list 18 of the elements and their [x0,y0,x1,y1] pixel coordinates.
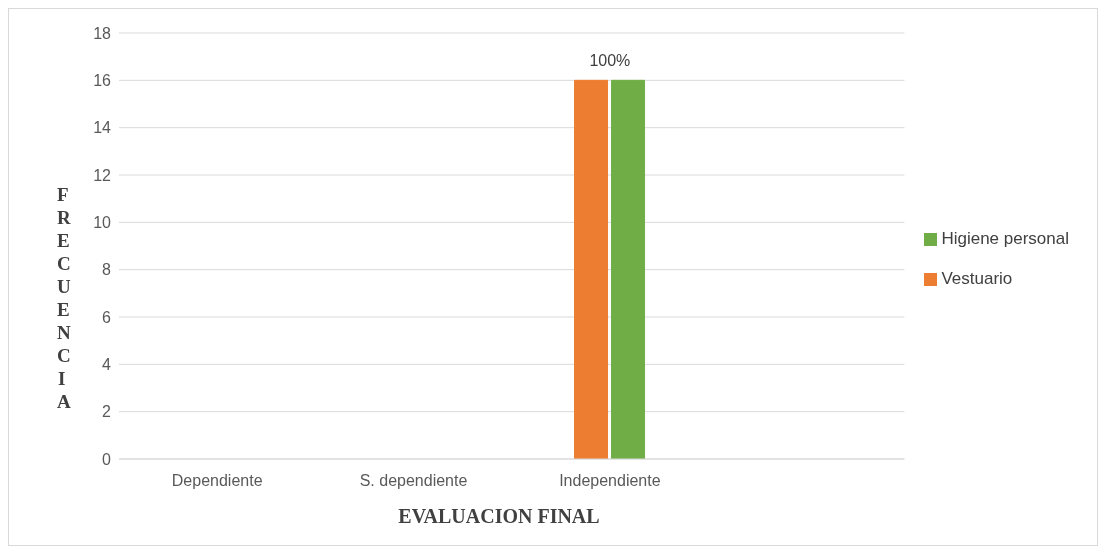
x-tick-label: S. dependiente [359,472,468,490]
y-tick-label: 18 [93,24,112,42]
y-tick-label: 4 [102,356,112,374]
x-tick-label: Independiente [559,472,661,490]
legend-label: Higiene personal [941,229,1069,248]
y-tick-label: 0 [102,450,112,468]
legend-label: Vestuario [941,269,1013,288]
y-tick-label: 8 [102,261,112,279]
x-axis-title: EVALUACION FINAL [397,505,601,528]
y-tick-label: 12 [93,166,112,184]
y-tick-label: 6 [102,308,112,326]
text: FRECUENCIA [57,184,71,412]
x-tick-label: Dependiente [171,472,263,490]
y-tick-label: 14 [93,119,112,137]
y-tick-label: 16 [93,72,112,90]
y-tick-label: 2 [102,403,112,421]
y-tick-label: 10 [93,214,112,232]
annotation: 100% [589,52,631,70]
